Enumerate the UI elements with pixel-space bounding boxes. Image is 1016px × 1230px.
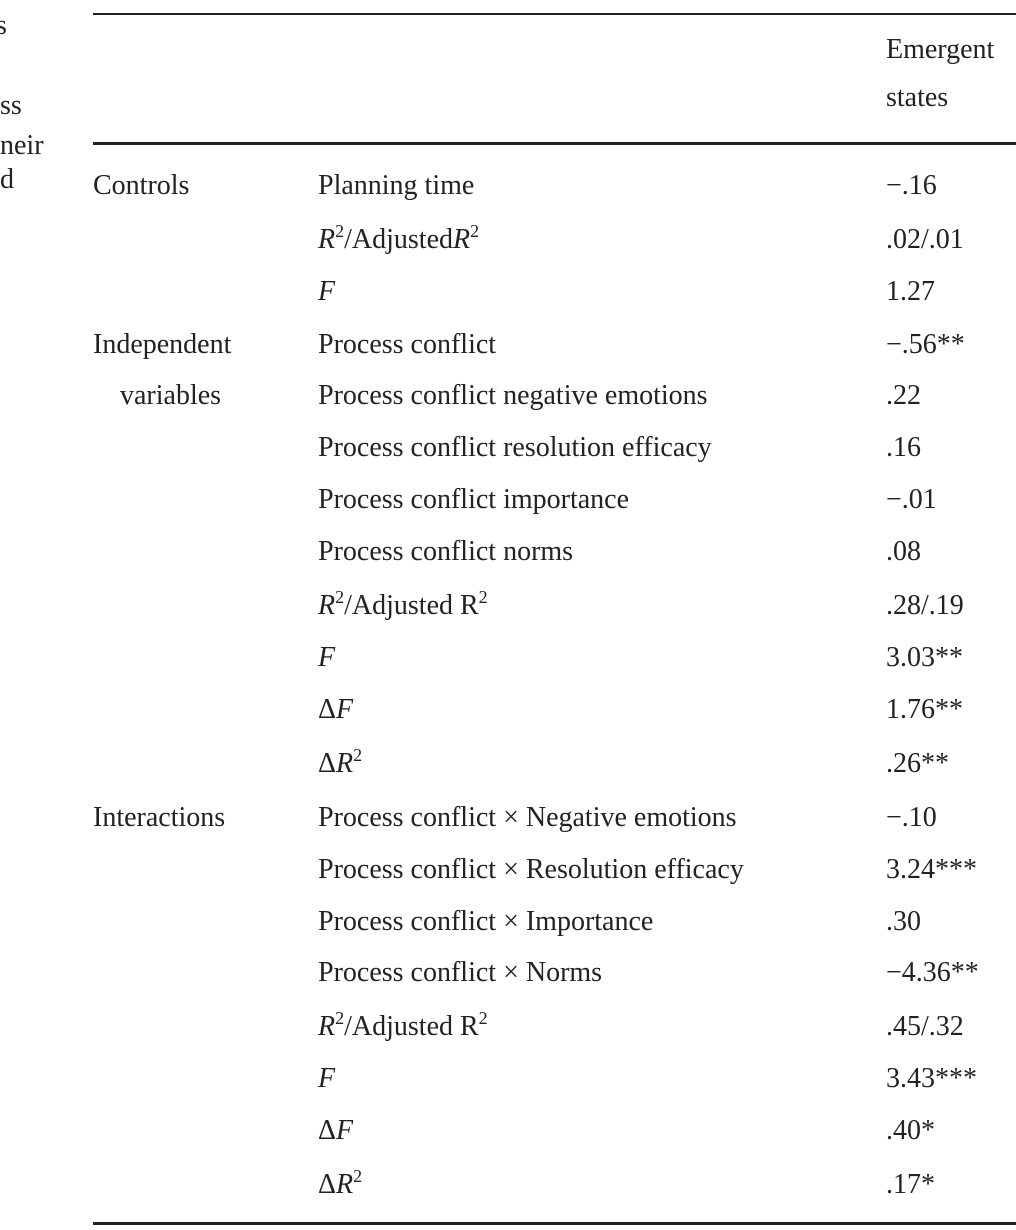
value-cell: .26** (886, 748, 949, 779)
value-cell: 3.03** (886, 642, 963, 673)
variable-label: Process conflict negative emotions (318, 380, 708, 411)
variable-label: Process conflict (318, 329, 497, 360)
row-group-label: Interactions (93, 802, 226, 833)
margin-text: ss (0, 90, 22, 121)
value-cell: .45/.32 (886, 1011, 964, 1042)
value-cell: .17* (886, 1169, 935, 1200)
value-cell: 1.27 (886, 276, 935, 307)
value-cell: −.01 (886, 484, 937, 515)
variable-label: Process conflict × Resolution efficacy (318, 854, 744, 885)
variable-label: Process conflict importance (318, 484, 630, 515)
value-cell: .22 (886, 380, 921, 411)
variable-label: ΔR2 (318, 1166, 363, 1200)
value-cell: −.16 (886, 170, 937, 201)
row-group-label: variables (120, 380, 222, 411)
bottom-rule (93, 1222, 1016, 1225)
value-cell: −.10 (886, 802, 937, 833)
value-cell: .08 (886, 536, 921, 567)
variable-label: ΔF (318, 1115, 354, 1146)
variable-label: ΔF (318, 694, 354, 725)
variable-label: Process conflict × Negative emotions (318, 802, 737, 833)
value-cell: .30 (886, 906, 921, 937)
variable-label: Process conflict norms (318, 536, 574, 567)
value-cell: 3.43*** (886, 1063, 977, 1094)
variable-label: Process conflict × Norms (318, 957, 603, 988)
variable-label: F (318, 1063, 336, 1094)
value-cell: .40* (886, 1115, 935, 1146)
column-header-line1: Emergent (886, 34, 995, 65)
row-group-label: Independent (93, 329, 232, 360)
variable-label: Process conflict resolution efficacy (318, 432, 712, 463)
variable-label: Process conflict × Importance (318, 906, 654, 937)
header-rule (93, 142, 1016, 145)
row-group-label: Controls (93, 170, 190, 201)
value-cell: −4.36** (886, 957, 979, 988)
value-cell: 1.76** (886, 694, 963, 725)
margin-text: neir (0, 130, 44, 161)
variable-label: Planning time (318, 170, 475, 201)
variable-label: R2/AdjustedR2 (318, 221, 480, 255)
variable-label: F (318, 642, 336, 673)
value-cell: −.56** (886, 329, 965, 360)
value-cell: .02/.01 (886, 224, 964, 255)
value-cell: 3.24*** (886, 854, 977, 885)
top-rule (93, 13, 1016, 15)
value-cell: .28/.19 (886, 590, 964, 621)
variable-label: ΔR2 (318, 745, 363, 779)
variable-label: R2/Adjusted R2 (318, 1008, 488, 1042)
column-header-line2: states (886, 82, 949, 113)
margin-text: s (0, 10, 7, 41)
value-cell: .16 (886, 432, 921, 463)
margin-text: d (0, 164, 14, 195)
variable-label: F (318, 276, 336, 307)
variable-label: R2/Adjusted R2 (318, 587, 488, 621)
